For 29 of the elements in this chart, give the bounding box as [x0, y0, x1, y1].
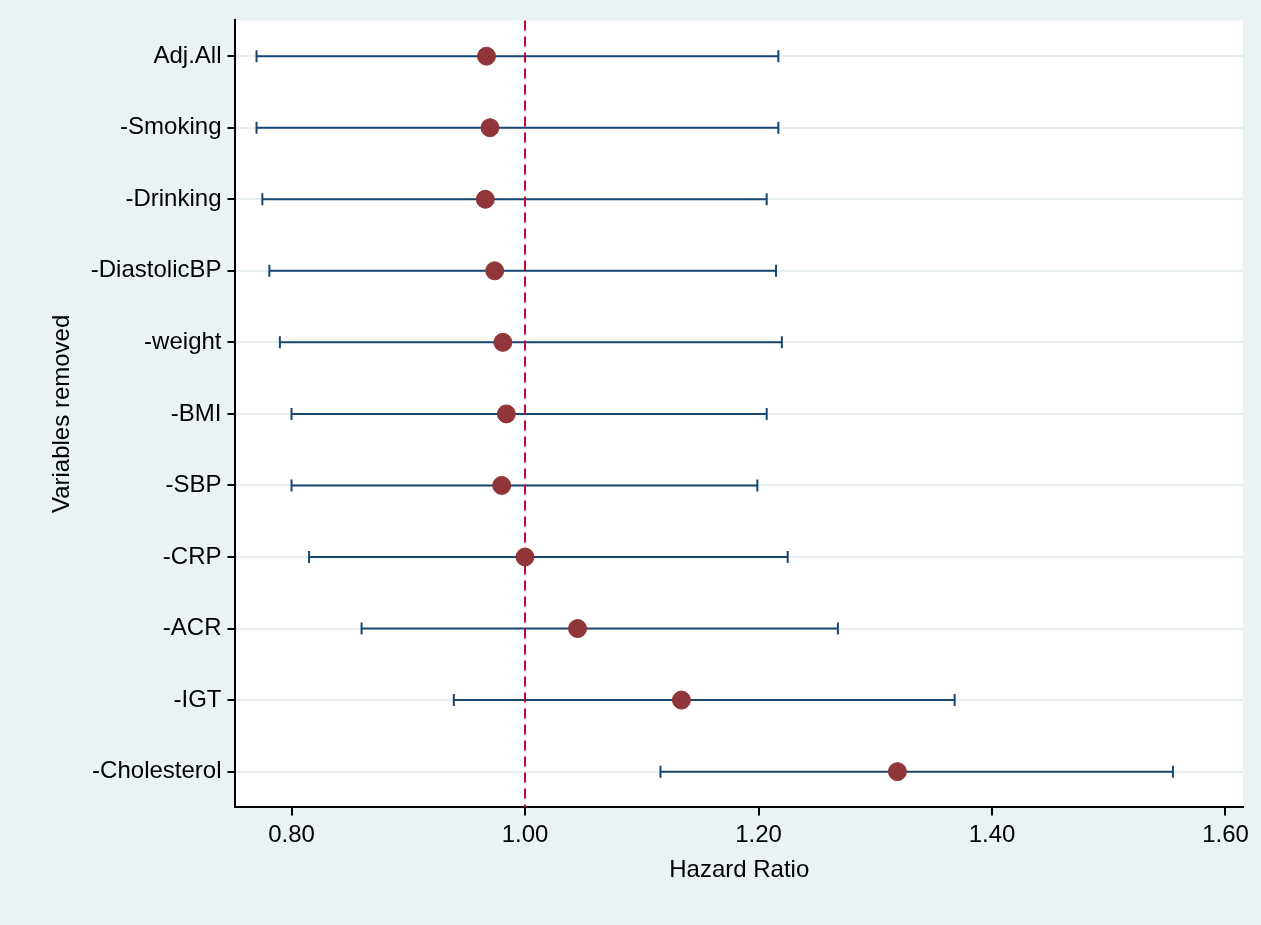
x-tick-label: 1.00 [501, 820, 549, 848]
x-tick-label: 1.20 [735, 820, 782, 848]
point [485, 261, 505, 281]
point [568, 619, 588, 639]
point [492, 475, 512, 495]
y-tick-label: -Cholesterol [92, 756, 222, 784]
point [493, 332, 513, 352]
x-tick-label: 0.80 [268, 820, 315, 848]
y-tick-label: -ACR [162, 613, 222, 641]
y-tick-label: -IGT [173, 684, 222, 712]
point [480, 118, 500, 138]
x-axis-title: Hazard Ratio [669, 855, 810, 883]
y-tick-label: -CRP [162, 541, 222, 569]
point [515, 547, 535, 567]
y-tick-label: -Drinking [125, 183, 222, 211]
y-tick-label: -weight [144, 326, 222, 354]
point [671, 690, 691, 710]
y-axis-title: Variables removed [47, 314, 75, 514]
x-tick-label: 1.40 [968, 820, 1016, 848]
point [887, 762, 907, 782]
x-tick-label: 1.60 [1202, 820, 1249, 848]
point [477, 46, 496, 66]
y-tick-label: -DiastolicBP [90, 255, 222, 283]
y-tick-label: -BMI [170, 398, 222, 426]
point [496, 404, 516, 424]
y-tick-label: -SBP [165, 470, 222, 498]
y-tick-label: Adj.All [153, 40, 222, 68]
y-tick-label: -Smoking [120, 112, 222, 140]
point [475, 189, 495, 209]
